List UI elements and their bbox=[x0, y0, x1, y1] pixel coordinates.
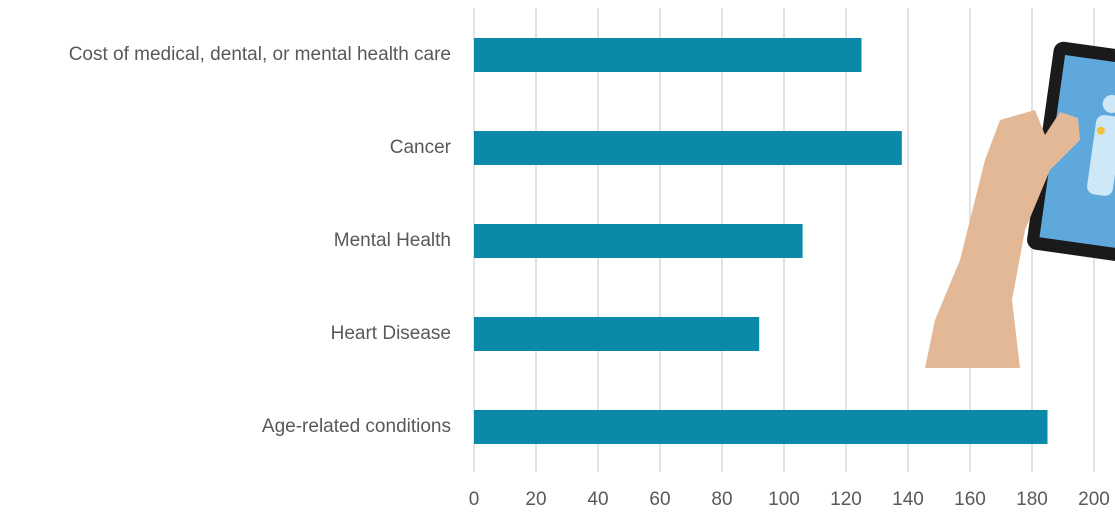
x-tick-label: 140 bbox=[892, 489, 924, 510]
bar bbox=[474, 131, 902, 165]
x-tick-label: 160 bbox=[954, 489, 986, 510]
bar bbox=[474, 410, 1048, 444]
y-tick-label: Mental Health bbox=[334, 230, 451, 251]
figure-head bbox=[1102, 94, 1115, 113]
x-tick-label: 60 bbox=[649, 489, 670, 510]
x-tick-label: 20 bbox=[525, 489, 546, 510]
plot: 0 20 40 60 80 100 120 140 160 180 200 Cost of medic… bbox=[69, 38, 1110, 510]
x-tick-label: 100 bbox=[768, 489, 800, 510]
tablet bbox=[1027, 41, 1115, 264]
x-tick-label: 120 bbox=[830, 489, 862, 510]
x-tick-label: 200 bbox=[1078, 489, 1110, 510]
bar bbox=[474, 317, 760, 351]
y-tick-label: Age-related conditions bbox=[262, 416, 451, 437]
bar bbox=[474, 224, 803, 258]
figure-spot bbox=[1096, 126, 1105, 135]
y-tick-label: Heart Disease bbox=[331, 323, 451, 344]
x-tick-label: 180 bbox=[1016, 489, 1048, 510]
figure-body bbox=[1087, 115, 1115, 196]
x-tick-label: 80 bbox=[711, 489, 732, 510]
bar bbox=[474, 38, 862, 72]
hand bbox=[925, 110, 1080, 368]
x-tick-label: 0 bbox=[469, 489, 480, 510]
y-tick-label: Cost of medical, dental, or mental healt… bbox=[69, 44, 451, 65]
illustration bbox=[925, 41, 1115, 368]
y-tick-label: Cancer bbox=[390, 137, 452, 158]
x-tick-label: 40 bbox=[587, 489, 608, 510]
